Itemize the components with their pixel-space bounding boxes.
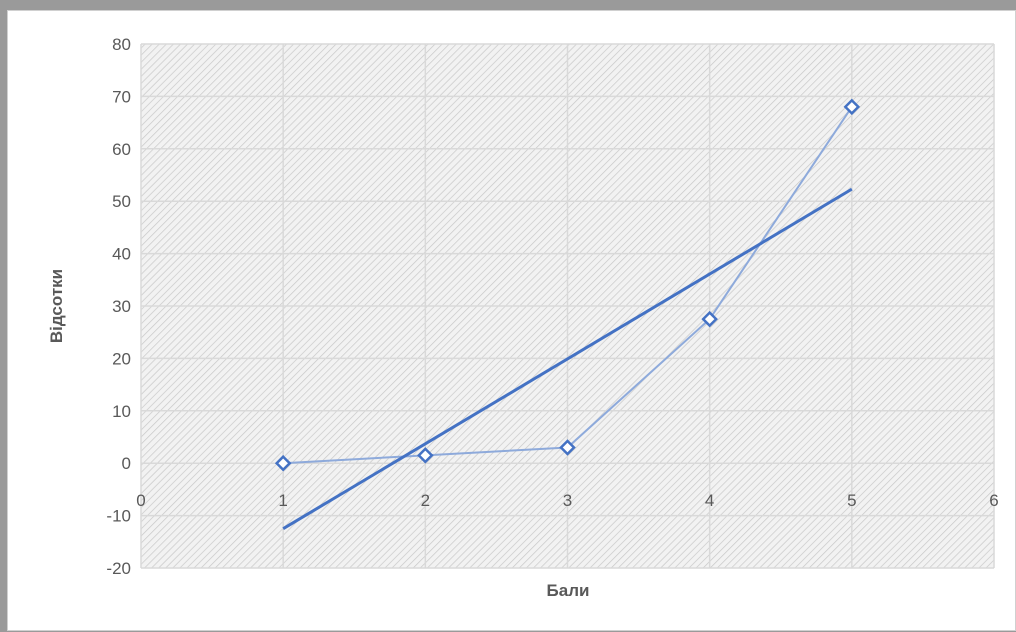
series	[274, 98, 861, 530]
y-axis-title: Відсотки	[47, 269, 66, 343]
x-tick-label: 3	[563, 491, 572, 510]
data-point-marker	[701, 310, 718, 328]
data-point-marker	[417, 447, 434, 464]
x-tick-label: 1	[278, 491, 287, 510]
x-tick-label: 2	[421, 491, 430, 510]
chart-area: 0 1 2 3 4 5 6 -20 -10 0 10 20 30 40 50 60 70 80 Бали Відс…	[7, 10, 1016, 631]
y-tick-label: 60	[112, 140, 131, 159]
y-tick-label: 80	[112, 35, 131, 54]
trendline	[282, 187, 853, 530]
x-tick-label: 0	[136, 491, 145, 510]
y-tick-label: 50	[112, 192, 131, 211]
data-point-marker	[559, 439, 576, 456]
x-tick-label: 6	[989, 491, 998, 510]
data-point-marker	[843, 98, 861, 116]
scatter-chart: 0 1 2 3 4 5 6 -20 -10 0 10 20 30 40 50 60 70 80 Бали Відс…	[47, 35, 999, 600]
gridlines	[140, 43, 995, 569]
x-tick-label: 5	[847, 491, 856, 510]
y-tick-label: 30	[112, 297, 131, 316]
y-tick-label: -10	[106, 507, 131, 526]
data-point-marker	[274, 454, 292, 472]
x-axis-title: Бали	[547, 581, 590, 600]
y-tick-label: -20	[106, 559, 131, 578]
y-tick-label: 70	[112, 87, 131, 106]
y-tick-label: 20	[112, 349, 131, 368]
y-tick-label: 0	[122, 454, 131, 473]
tick-labels: 0 1 2 3 4 5 6 -20 -10 0 10 20 30 40 50 60 70 80	[106, 35, 998, 578]
x-tick-label: 4	[705, 491, 714, 510]
y-tick-label: 40	[112, 245, 131, 264]
y-tick-label: 10	[112, 402, 131, 421]
